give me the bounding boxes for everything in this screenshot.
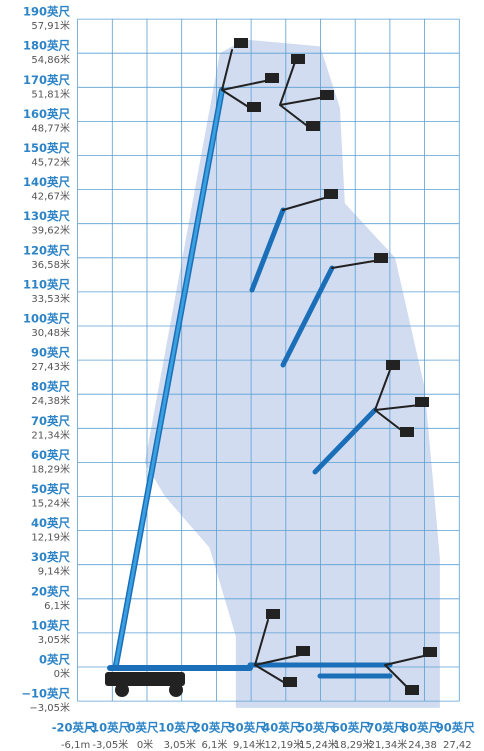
y-tick-label-metric: 12,19米 — [31, 531, 70, 544]
x-tick-label-metric: 0米 — [137, 738, 153, 751]
y-tick-label: 0英尺 — [39, 653, 71, 667]
y-tick-label-metric: 27,43米 — [31, 360, 70, 373]
x-tick-label: 50英尺 — [297, 721, 337, 735]
x-tick-label-metric: 27,42 — [443, 740, 472, 751]
x-tick-label: 90英尺 — [436, 721, 476, 735]
y-tick-label: 90英尺 — [31, 346, 71, 360]
y-tick-label-metric: 42,67米 — [31, 190, 70, 203]
y-tick-label: 150英尺 — [23, 141, 71, 155]
y-tick-label-metric: 51,81米 — [31, 87, 70, 100]
x-tick-label-metric: 6,1米 — [201, 738, 227, 751]
y-tick-label: 40英尺 — [31, 516, 71, 530]
y-tick-label-metric: 36,58米 — [31, 258, 70, 271]
x-tick-label: 0英尺 — [127, 721, 159, 735]
x-tick-label-metric: 21,34米 — [369, 738, 408, 751]
y-tick-label: 110英尺 — [23, 277, 71, 291]
y-tick-label-metric: −3,05米 — [29, 701, 70, 714]
y-tick-label-metric: 6,1米 — [44, 599, 70, 612]
y-tick-label: 160英尺 — [23, 107, 71, 121]
y-tick-label: 120英尺 — [23, 243, 71, 257]
x-tick-label-metric: -3,05米 — [92, 738, 128, 751]
y-tick-label: 170英尺 — [23, 73, 71, 87]
x-tick-label-metric: 15,24米 — [299, 738, 338, 751]
x-tick-label: 60英尺 — [332, 721, 372, 735]
y-tick-label-metric: 30,48米 — [31, 326, 70, 339]
x-tick-label-metric: 3,05米 — [164, 738, 196, 751]
y-tick-label-metric: 24,38米 — [31, 394, 70, 407]
y-tick-label-metric: 9,14米 — [38, 565, 70, 578]
y-tick-label: 10英尺 — [31, 618, 71, 632]
plot — [77, 18, 460, 708]
y-tick-label-metric: 54,86米 — [31, 53, 70, 66]
y-tick-label-metric: 3,05米 — [38, 633, 70, 646]
y-tick-label-metric: 0米 — [54, 667, 70, 680]
x-tick-label: -10英尺 — [86, 721, 130, 735]
x-tick-label: 70英尺 — [366, 721, 406, 735]
x-tick-label-metric: 24,38 — [408, 740, 437, 751]
y-tick-label: 130英尺 — [23, 209, 71, 223]
y-tick-label-metric: 45,72米 — [31, 156, 70, 169]
y-tick-label-metric: 21,34米 — [31, 428, 70, 441]
y-tick-label: 60英尺 — [31, 448, 71, 462]
x-tick-label-metric: 12,19米 — [264, 738, 303, 751]
x-tick-label: -20英尺 — [52, 721, 96, 735]
x-tick-label-metric: 18,29米 — [334, 738, 373, 751]
y-tick-label: 30英尺 — [31, 550, 71, 564]
y-tick-label: 180英尺 — [23, 39, 71, 53]
y-tick-label: 70英尺 — [31, 414, 71, 428]
y-tick-label-metric: 18,29米 — [31, 462, 70, 475]
y-tick-label: 100英尺 — [23, 312, 71, 326]
y-tick-label-metric: 15,24米 — [31, 497, 70, 510]
x-tick-label: 20英尺 — [193, 721, 233, 735]
y-tick-label: 140英尺 — [23, 175, 71, 189]
x-tick-label: 30英尺 — [228, 721, 268, 735]
y-tick-label-metric: 33,53米 — [31, 292, 70, 305]
y-tick-label: 50英尺 — [31, 482, 71, 496]
y-tick-label: 20英尺 — [31, 584, 71, 598]
x-tick-label: 80英尺 — [401, 721, 441, 735]
y-tick-label-metric: 57,91米 — [31, 19, 70, 32]
x-tick-label-metric: 9,14米 — [233, 738, 265, 751]
x-tick-label-metric: -6,1m — [61, 740, 90, 751]
y-tick-label-metric: 48,77米 — [31, 121, 70, 134]
x-tick-label: 40英尺 — [262, 721, 302, 735]
y-tick-label: −10英尺 — [21, 687, 70, 701]
y-tick-label: 190英尺 — [23, 5, 71, 19]
boom-lift-illustration — [105, 38, 437, 697]
reach-envelope — [144, 39, 440, 708]
x-tick-label: 10英尺 — [158, 721, 198, 735]
y-tick-label: 80英尺 — [31, 380, 71, 394]
y-tick-label-metric: 39,62米 — [31, 224, 70, 237]
